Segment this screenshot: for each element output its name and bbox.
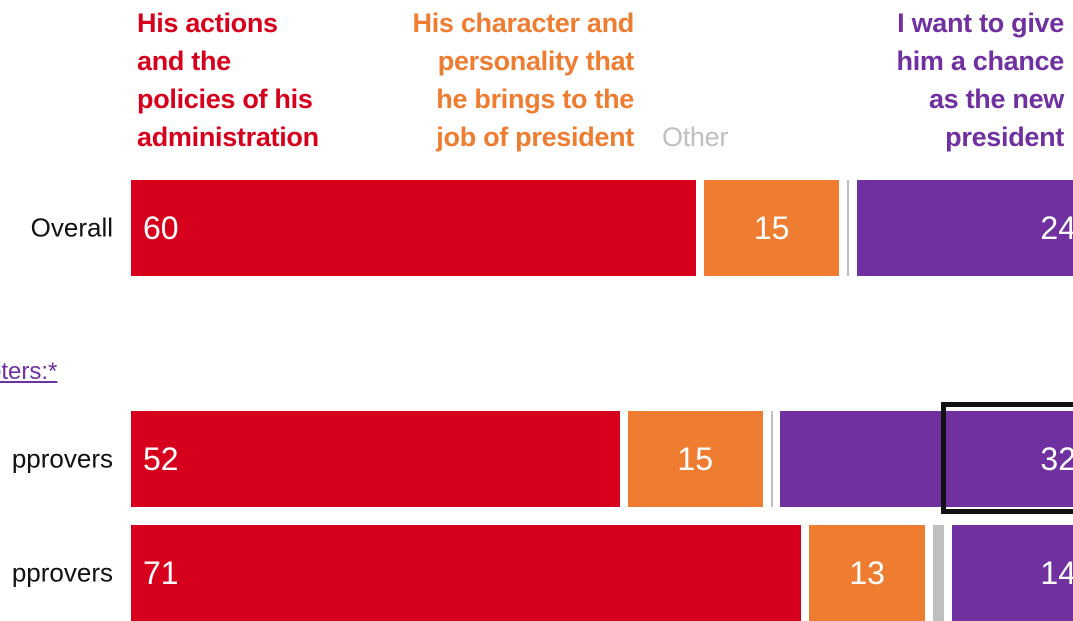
bar-value-label: 24: [1040, 209, 1073, 246]
row-label-overall: Overall: [30, 212, 113, 243]
legend-other: Other: [662, 122, 729, 152]
bar-value-label: 60: [143, 209, 179, 246]
bar-actions-row1: 52: [131, 411, 620, 507]
bar-value-label: 32: [1040, 440, 1073, 477]
row-label-disapprovers: pprovers: [11, 557, 113, 588]
bar-value-label: 15: [677, 440, 714, 477]
bar-other-row2: [933, 525, 945, 621]
bar-chance-row0: 24: [856, 180, 1073, 276]
bar-chance-row2: 14: [952, 525, 1073, 621]
bar-character-row1: 15: [627, 411, 763, 507]
bar-character-row2: 13: [809, 525, 926, 621]
bar-value-label: 14: [1040, 554, 1073, 591]
group-label-voters: oters:*: [0, 358, 58, 385]
bar-value-label: 13: [849, 554, 885, 591]
row-label-approvers: pprovers: [11, 443, 113, 474]
legend-character-personality: His character and personality that he br…: [412, 8, 635, 152]
bar-actions-row2: 71: [131, 525, 802, 621]
bar-other-row1: [770, 411, 773, 507]
bar-value-label: 71: [143, 554, 179, 591]
bar-character-row0: 15: [704, 180, 840, 276]
legend-actions-policies: His actions and the policies of his admi…: [137, 8, 319, 152]
bar-chance-row1: 32: [780, 411, 1073, 507]
bar-other-row0: [847, 180, 850, 276]
bar-actions-row0: 60: [131, 180, 696, 276]
bar-value-label: 52: [143, 440, 179, 477]
highlight-box: [941, 402, 1073, 514]
bar-value-label: 15: [753, 209, 790, 246]
legend-give-chance: I want to give him a chance as the new p…: [896, 8, 1065, 152]
